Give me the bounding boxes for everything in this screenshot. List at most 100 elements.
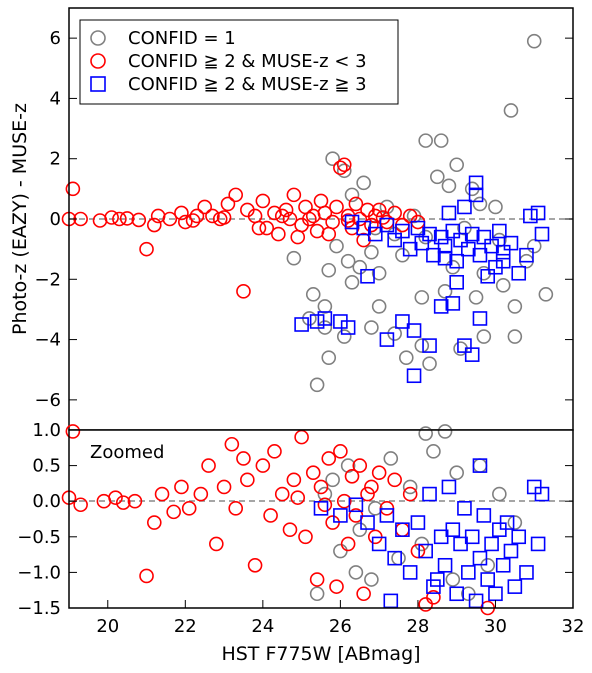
top-point-series-0 bbox=[352, 259, 368, 275]
bottom-point-series-2 bbox=[534, 486, 550, 502]
bottom-point-series-1 bbox=[65, 424, 81, 439]
bottom-point-series-1 bbox=[216, 479, 232, 495]
legend-marker-confid-2-highz bbox=[90, 76, 106, 92]
bottom-point-series-2 bbox=[472, 550, 488, 566]
x-axis-label: HST F775W [ABmag] bbox=[221, 643, 420, 665]
xtick-label: 28 bbox=[406, 616, 429, 637]
bottom-point-series-2 bbox=[449, 586, 464, 602]
top-point-series-2 bbox=[464, 226, 480, 242]
top-point-series-0 bbox=[340, 253, 356, 269]
bottom-point-series-1 bbox=[247, 557, 263, 573]
bottom-point-series-2 bbox=[379, 508, 395, 523]
bottom-point-series-1 bbox=[263, 508, 278, 523]
bottom-point-series-1 bbox=[236, 451, 251, 466]
legend-box bbox=[79, 19, 399, 105]
bottom-point-series-0 bbox=[317, 486, 333, 502]
bottom-point-series-2 bbox=[333, 508, 348, 523]
bottom-point-series-2 bbox=[461, 565, 476, 580]
bottom-point-series-0 bbox=[426, 444, 441, 459]
top-y-axis: 6 4 2 0 −2 −4 −6 bbox=[34, 28, 573, 411]
top-point-series-2 bbox=[472, 247, 488, 263]
bottom-ytick-label: −0.5 bbox=[17, 527, 61, 548]
bottom-y-axis: 1.0 0.5 0.0 −0.5 −1.0 −1.5 bbox=[17, 420, 573, 619]
top-point-series-1 bbox=[162, 211, 178, 227]
top-point-series-2 bbox=[309, 314, 325, 329]
bottom-point-series-1 bbox=[426, 590, 441, 605]
top-point-series-1 bbox=[216, 210, 232, 225]
top-point-series-1 bbox=[189, 208, 205, 224]
top-point-series-0 bbox=[309, 377, 325, 393]
top-point-series-1 bbox=[352, 211, 368, 227]
bottom-point-series-2 bbox=[495, 557, 511, 573]
top-point-series-1 bbox=[112, 211, 127, 227]
top-point-series-0 bbox=[441, 178, 457, 194]
top-point-series-0 bbox=[317, 299, 333, 314]
bottom-point-series-1 bbox=[290, 490, 306, 505]
legend: CONFID = 1 CONFID ≧ 2 & MUSE-z < 3 CONFI… bbox=[79, 19, 399, 105]
bottom-point-series-1 bbox=[410, 543, 426, 559]
bottom-point-series-0 bbox=[383, 451, 399, 466]
top-point-series-2 bbox=[449, 274, 464, 290]
top-point-series-2 bbox=[480, 268, 496, 284]
bottom-point-series-1 bbox=[181, 501, 197, 516]
top-point-series-2 bbox=[433, 299, 449, 314]
bottom-point-series-1 bbox=[340, 536, 356, 552]
top-point-series-1 bbox=[348, 196, 364, 212]
bottom-point-series-1 bbox=[115, 495, 131, 510]
bottom-point-series-0 bbox=[348, 565, 364, 580]
bottom-point-series-1 bbox=[298, 529, 313, 545]
top-point-series-1 bbox=[197, 199, 212, 215]
top-point-series-1 bbox=[220, 196, 236, 212]
bottom-point-series-1 bbox=[336, 493, 352, 509]
top-point-series-2 bbox=[449, 253, 464, 269]
top-point-series-0 bbox=[507, 329, 523, 344]
bottom-point-series-2 bbox=[445, 522, 461, 537]
bottom-panel: Zoomed 1.0 0.5 0.0 −0.5 −1.0 −1.5 20 22 24 26 28 3… bbox=[17, 420, 584, 665]
top-point-series-2 bbox=[468, 187, 484, 203]
legend-marker-confid-1 bbox=[90, 30, 106, 46]
top-point-series-2 bbox=[437, 238, 453, 254]
top-point-series-1 bbox=[336, 157, 352, 173]
top-point-series-0 bbox=[305, 287, 321, 302]
bottom-points-layer bbox=[61, 424, 550, 616]
bottom-point-series-2 bbox=[348, 497, 364, 513]
bottom-point-series-1 bbox=[209, 536, 224, 552]
top-point-series-0 bbox=[364, 244, 379, 260]
top-point-series-2 bbox=[395, 223, 410, 239]
top-point-series-2 bbox=[360, 268, 375, 284]
bottom-point-series-0 bbox=[309, 586, 325, 602]
top-point-series-2 bbox=[503, 235, 519, 251]
top-point-series-2 bbox=[406, 323, 422, 338]
top-point-series-0 bbox=[286, 250, 302, 266]
top-point-series-2 bbox=[519, 247, 534, 263]
bottom-point-series-2 bbox=[395, 522, 410, 537]
top-point-series-1 bbox=[65, 181, 81, 197]
bottom-point-series-1 bbox=[267, 444, 282, 459]
bottom-frame bbox=[68, 429, 574, 609]
top-point-series-0 bbox=[488, 199, 503, 215]
top-point-series-1 bbox=[251, 220, 267, 236]
top-point-series-1 bbox=[321, 226, 337, 242]
bottom-point-series-1 bbox=[146, 515, 162, 530]
top-point-series-1 bbox=[302, 211, 317, 227]
xtick-label: 24 bbox=[251, 616, 274, 637]
top-point-series-2 bbox=[395, 314, 410, 329]
bottom-point-series-0 bbox=[449, 465, 464, 481]
top-point-series-1 bbox=[104, 210, 119, 225]
top-ytick-label: −2 bbox=[34, 269, 61, 290]
top-point-series-0 bbox=[526, 33, 542, 49]
bottom-point-series-0 bbox=[325, 472, 340, 488]
bottom-point-series-1 bbox=[352, 458, 368, 473]
top-point-series-2 bbox=[317, 311, 333, 326]
top-point-series-0 bbox=[472, 196, 488, 212]
top-point-series-2 bbox=[422, 338, 437, 353]
top-point-series-2 bbox=[492, 223, 507, 239]
top-point-series-2 bbox=[340, 320, 356, 335]
top-point-series-1 bbox=[364, 217, 379, 233]
top-point-series-2 bbox=[445, 223, 461, 239]
bottom-point-series-2 bbox=[499, 515, 515, 530]
bottom-point-series-1 bbox=[344, 468, 360, 484]
xtick-label: 32 bbox=[562, 616, 585, 637]
bottom-point-series-1 bbox=[313, 479, 329, 495]
